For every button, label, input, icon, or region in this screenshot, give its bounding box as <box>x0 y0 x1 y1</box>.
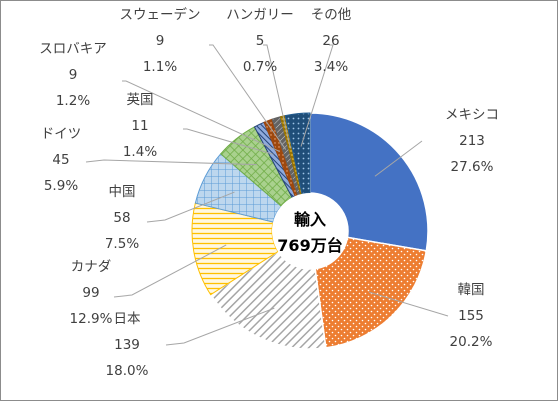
category-label-9: スウェーデン <box>120 6 201 23</box>
percent-label-6: 5.9% <box>44 178 78 194</box>
value-label-4: 99 <box>82 285 99 301</box>
leader-line-7 <box>183 128 274 155</box>
percent-label-11: 3.4% <box>314 59 348 75</box>
category-label-1: メキシコ <box>445 107 499 123</box>
value-label-9: 9 <box>156 33 165 49</box>
percent-label-7: 1.4% <box>123 144 157 160</box>
value-label-8: 9 <box>69 67 78 83</box>
percent-label-4: 12.9% <box>70 311 113 327</box>
value-label-7: 11 <box>131 118 148 134</box>
category-label-7: 英国 <box>127 91 154 108</box>
center-text-2: 769万台 <box>277 236 342 255</box>
value-label-3: 139 <box>114 337 140 353</box>
leader-line-10 <box>263 44 291 149</box>
slice-labels: メキシコ21327.6%韓国15520.2%日本13918.0%カナダ9912.… <box>39 6 499 379</box>
category-label-11: その他 <box>311 7 352 23</box>
leader-line-4 <box>113 244 227 298</box>
value-label-2: 155 <box>458 308 484 324</box>
percent-label-1: 27.6% <box>451 159 494 175</box>
category-label-4: カナダ <box>71 259 112 275</box>
category-label-8: スロバキア <box>39 41 107 57</box>
percent-label-3: 18.0% <box>106 363 149 379</box>
leader-line-8 <box>122 80 280 153</box>
category-label-5: 中国 <box>109 184 136 200</box>
leader-line-5 <box>146 191 235 223</box>
leader-line-3 <box>165 307 275 346</box>
leader-lines <box>85 44 449 346</box>
leader-line-11 <box>300 44 334 147</box>
value-label-1: 213 <box>459 133 485 149</box>
percent-label-5: 7.5% <box>105 236 139 252</box>
donut-hole <box>272 193 348 269</box>
leader-line-9 <box>209 44 287 150</box>
percent-label-9: 1.1% <box>143 59 177 75</box>
leader-line-2 <box>368 291 449 317</box>
leader-line-6 <box>85 159 257 166</box>
value-label-11: 26 <box>322 33 339 49</box>
value-label-6: 45 <box>52 152 69 168</box>
percent-label-10: 0.7% <box>243 59 277 75</box>
category-label-3: 日本 <box>114 311 141 327</box>
category-label-6: ドイツ <box>41 126 82 142</box>
center-label: 輸入 769万台 <box>272 193 348 269</box>
leader-line-1 <box>374 140 423 177</box>
value-label-10: 5 <box>256 33 265 49</box>
value-label-5: 58 <box>113 210 130 226</box>
percent-label-8: 1.2% <box>56 93 90 109</box>
category-label-10: ハンガリー <box>226 7 294 23</box>
center-text-1: 輸入 <box>294 210 326 229</box>
category-label-2: 韓国 <box>458 282 485 298</box>
percent-label-2: 20.2% <box>450 334 493 350</box>
